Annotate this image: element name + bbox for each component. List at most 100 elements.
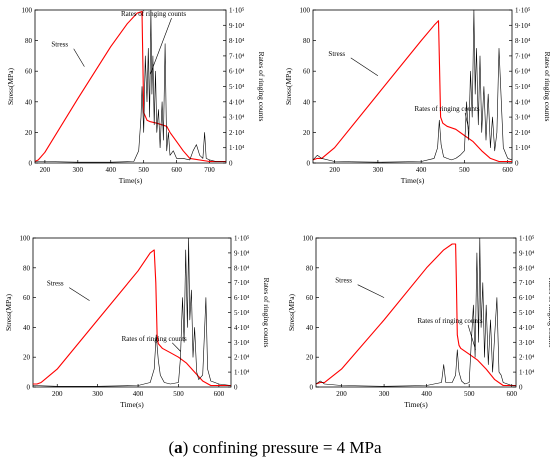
y2-tick-label: 2·10⁴ [234, 354, 250, 362]
y-tick-label: 80 [23, 264, 31, 272]
y2-tick-label: 1·10⁴ [515, 144, 531, 152]
y2-tick-label: 0 [519, 384, 523, 392]
y2-tick-label: 2·10⁴ [519, 354, 535, 362]
x-tick-label: 400 [105, 166, 116, 174]
figure-caption: (a) confining pressure = 4 MPa [0, 438, 550, 458]
y-tick-label: 60 [25, 68, 33, 76]
annotation-leader-line [172, 342, 181, 352]
y-axis-label: Stress(MPa) [284, 67, 293, 105]
y-tick-label: 20 [23, 354, 31, 362]
x-tick-label: 600 [171, 166, 182, 174]
x-tick-label: 400 [133, 390, 144, 398]
y2-tick-label: 5·10⁴ [234, 309, 250, 317]
y-tick-label: 80 [306, 264, 314, 272]
y-axis-label: Stress(MPa) [4, 293, 13, 331]
x-axis-label: Time(s) [401, 176, 425, 185]
y2-tick-label: 1·10⁴ [519, 369, 535, 377]
y2-tick-label: 7·10⁴ [229, 52, 245, 60]
y2-tick-label: 6·10⁴ [515, 68, 531, 76]
annotation-leader-line [467, 324, 476, 350]
y2-tick-label: 3·10⁴ [229, 114, 245, 122]
x-tick-label: 500 [138, 166, 149, 174]
y2-tick-label: 9·10⁴ [234, 249, 250, 257]
x-tick-label: 400 [416, 166, 427, 174]
x-tick-label: 200 [52, 390, 63, 398]
x-tick-label: 200 [329, 166, 340, 174]
chart-panel-4: 200 300 400 500 60002040608010001·10⁴2·10⁴3·… [287, 235, 550, 410]
y2-tick-label: 4·10⁴ [234, 324, 250, 332]
y2-tick-label: 1·10⁴ [229, 144, 245, 152]
y2-tick-label: 8·10⁴ [519, 264, 535, 272]
y-tick-label: 40 [306, 324, 314, 332]
y2-tick-label: 8·10⁴ [515, 37, 531, 45]
plot-frame [34, 9, 227, 164]
y2-tick-label: 7·10⁴ [519, 279, 535, 287]
y2-tick-label: 9·10⁴ [515, 22, 531, 30]
x-tick-label: 600 [506, 390, 517, 398]
stress-series-line [312, 20, 512, 163]
y-tick-label: 40 [303, 98, 311, 106]
annotation-leader-line [350, 57, 379, 77]
y-tick-label: 20 [306, 354, 314, 362]
y2-tick-label: 5·10⁴ [229, 83, 245, 91]
chart-panel-1: 200 300 400 500 600 700 0 20 40 60 80 100 0 1·10⁴ 2·10… [6, 7, 266, 186]
caption-text: ) confining pressure = 4 MPa [182, 438, 382, 457]
y2-tick-label: 5·10⁴ [515, 83, 531, 91]
x-tick-label: 200 [40, 166, 51, 174]
y2-tick-label: 8·10⁴ [234, 264, 250, 272]
annotation-leader-line [464, 112, 470, 130]
y2-tick-label: 8·10⁴ [229, 37, 245, 45]
y-tick-label: 40 [25, 98, 33, 106]
y-tick-label: 100 [20, 235, 31, 243]
y2-tick-label: 2·10⁴ [515, 129, 531, 137]
y2-tick-label: 7·10⁴ [515, 52, 531, 60]
y2-tick-label: 6·10⁴ [519, 294, 535, 302]
x-tick-label: 600 [502, 166, 513, 174]
plot-frame [32, 237, 232, 388]
y-tick-label: 0 [310, 384, 314, 392]
y2-tick-label: 9·10⁴ [519, 249, 535, 257]
y-tick-label: 60 [306, 294, 314, 302]
y-tick-label: 40 [23, 324, 31, 332]
plot-frame [312, 9, 513, 164]
y2-tick-label: 6·10⁴ [229, 68, 245, 76]
y2-tick-label: 2·10⁴ [229, 129, 245, 137]
x-tick-label: 300 [92, 390, 103, 398]
y2-tick-label: 6·10⁴ [234, 294, 250, 302]
y2-axis-label: Rates of ringing counts [262, 278, 271, 348]
y2-tick-label: 5·10⁴ [519, 309, 535, 317]
ringing-count-series-line [312, 9, 513, 163]
y-tick-label: 100 [303, 235, 314, 243]
stress-series-line [33, 249, 231, 387]
x-axis-label: Time(s) [404, 400, 428, 409]
y2-axis-label: Rates of ringing counts [547, 278, 550, 348]
annotation-label: Rates of ringing counts [121, 10, 186, 18]
y2-tick-label: 0 [515, 160, 519, 168]
annotation-label: Rates of ringing counts [417, 317, 482, 325]
y-tick-label: 100 [300, 7, 311, 15]
y-tick-label: 100 [22, 7, 33, 15]
y-tick-label: 0 [307, 160, 311, 168]
y2-tick-label: 4·10⁴ [519, 324, 535, 332]
x-axis-label: Time(s) [119, 176, 143, 185]
y2-tick-label: 9·10⁴ [229, 22, 245, 30]
y2-tick-label: 0 [229, 160, 233, 168]
annotation-label: Rates of ringing counts [122, 335, 187, 343]
y2-tick-label: 1·10⁵ [229, 7, 245, 15]
x-tick-label: 300 [379, 390, 390, 398]
y2-tick-label: 1·10⁵ [519, 235, 535, 243]
x-tick-label: 500 [459, 166, 470, 174]
y2-tick-label: 1·10⁵ [515, 7, 531, 15]
x-tick-label: 300 [73, 166, 84, 174]
y-tick-label: 20 [25, 129, 33, 137]
y2-tick-label: 3·10⁴ [519, 339, 535, 347]
annotation-label: Stress [335, 277, 352, 285]
annotation-label: Stress [51, 41, 68, 49]
y-tick-label: 0 [29, 160, 33, 168]
ringing-count-series-line [35, 9, 226, 163]
annotation-label: Stress [328, 50, 345, 58]
x-tick-label: 200 [336, 390, 347, 398]
x-tick-label: 500 [173, 390, 184, 398]
annotation-label: Stress [47, 280, 64, 288]
